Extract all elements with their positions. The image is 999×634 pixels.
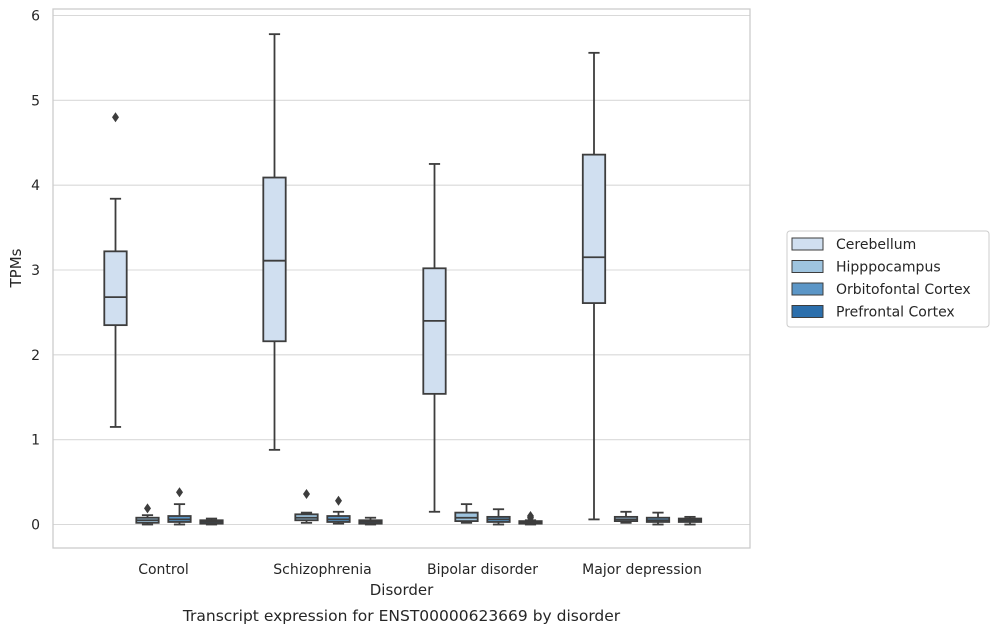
grid-lines bbox=[53, 14, 750, 526]
x-axis-ticks: Control Schizophrenia Bipolar disorder Majo… bbox=[138, 562, 702, 578]
box-control bbox=[199, 517, 224, 526]
legend-label: Prefrontal Cortex bbox=[836, 305, 955, 321]
x-tick-label: Major depression bbox=[582, 562, 702, 578]
box-schizophrenia bbox=[294, 488, 319, 524]
y-tick-label: 1 bbox=[31, 433, 40, 449]
box-major-depression bbox=[677, 515, 703, 526]
x-tick-label: Bipolar disorder bbox=[427, 562, 538, 578]
outlier-marker bbox=[527, 512, 534, 523]
y-axis-ticks: 0 1 2 3 4 5 6 bbox=[31, 9, 40, 534]
series-orbitofontal-cortex bbox=[167, 487, 671, 526]
legend-label: Cerebellum bbox=[836, 237, 916, 253]
figure-caption: Transcript expression for ENST0000062366… bbox=[182, 607, 621, 625]
box-iqr bbox=[262, 176, 287, 343]
box-iqr bbox=[422, 267, 447, 395]
box-major-depression bbox=[613, 510, 639, 524]
legend-label: Orbitofontal Cortex bbox=[836, 282, 971, 298]
y-tick-label: 3 bbox=[31, 263, 40, 279]
outlier-marker bbox=[112, 112, 119, 123]
legend-label: Hipppocampus bbox=[836, 260, 941, 276]
box-bipolar-disorder bbox=[454, 503, 479, 524]
box-schizophrenia bbox=[262, 33, 287, 451]
x-tick-label: Control bbox=[138, 562, 189, 578]
plot-area-frame bbox=[52, 8, 751, 549]
outlier-marker bbox=[303, 488, 310, 499]
outlier-marker bbox=[144, 503, 151, 514]
box-control bbox=[103, 112, 128, 428]
box-bipolar-disorder bbox=[422, 163, 447, 513]
box-series-group bbox=[103, 33, 703, 526]
box-control bbox=[167, 487, 192, 526]
box-iqr bbox=[103, 250, 128, 327]
y-tick-label: 0 bbox=[31, 518, 40, 534]
y-tick-label: 6 bbox=[31, 9, 40, 25]
box-schizophrenia bbox=[358, 516, 383, 526]
legend-swatch bbox=[791, 237, 824, 251]
box-schizophrenia bbox=[326, 495, 351, 525]
box-iqr bbox=[581, 153, 607, 304]
legend-swatch bbox=[791, 260, 824, 273]
x-axis-title: Disorder bbox=[370, 581, 434, 599]
y-axis-title: TPMs bbox=[7, 248, 25, 288]
box-bipolar-disorder bbox=[486, 508, 511, 526]
y-tick-label: 2 bbox=[31, 348, 40, 364]
legend-box bbox=[786, 230, 990, 328]
series-prefrontal-cortex bbox=[199, 511, 703, 526]
y-tick-label: 4 bbox=[31, 178, 40, 194]
legend: Cerebellum Hipppocampus Orbitofontal Corte… bbox=[786, 230, 990, 328]
y-tick-label: 5 bbox=[31, 93, 40, 109]
outlier-marker bbox=[335, 495, 342, 506]
box-major-depression bbox=[581, 51, 607, 521]
x-tick-label: Schizophrenia bbox=[273, 562, 371, 578]
series-cerebellum bbox=[103, 33, 607, 521]
legend-swatch bbox=[791, 305, 824, 318]
legend-swatch bbox=[791, 282, 824, 296]
outlier-marker bbox=[176, 487, 183, 498]
series-hipppocampus bbox=[135, 488, 639, 526]
box-bipolar-disorder bbox=[518, 511, 543, 526]
box-control bbox=[135, 503, 160, 526]
box-major-depression bbox=[645, 511, 671, 526]
